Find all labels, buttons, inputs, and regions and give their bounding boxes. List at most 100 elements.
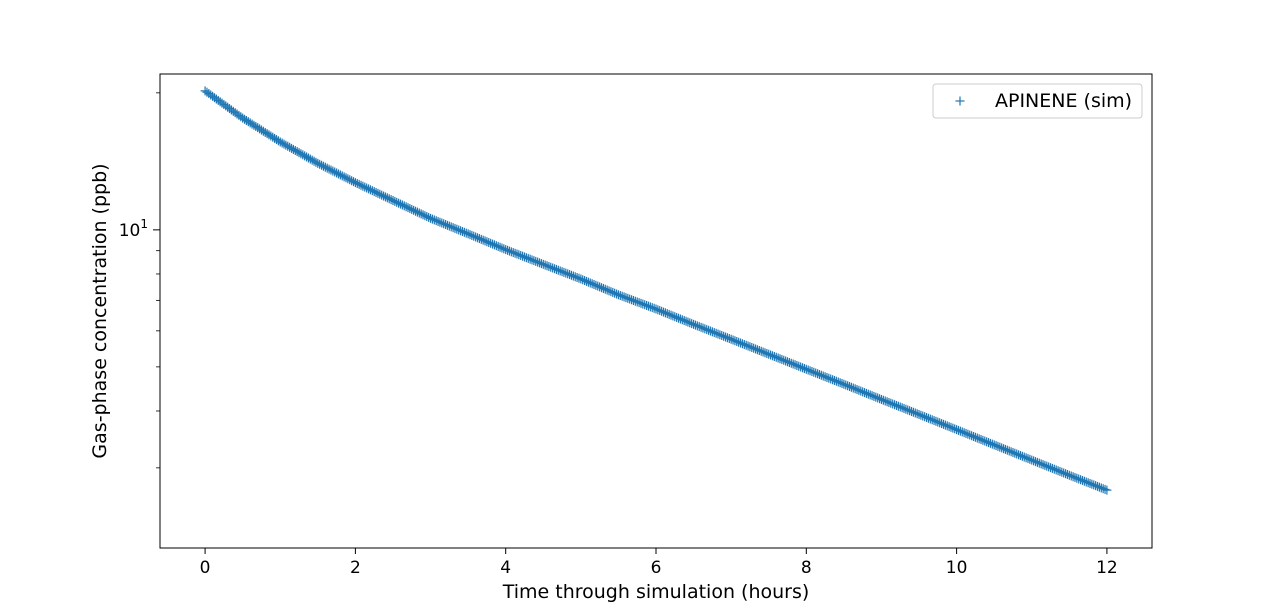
data-point [544, 262, 554, 272]
data-point [1040, 460, 1050, 470]
data-point [373, 188, 383, 198]
data-point [574, 273, 584, 283]
data-point [715, 330, 725, 340]
data-point [850, 384, 860, 394]
data-point [315, 159, 325, 169]
data-point [1064, 470, 1074, 480]
data-point [1102, 485, 1112, 495]
data-point [1002, 445, 1012, 455]
data-point [409, 205, 419, 215]
data-point [360, 182, 370, 192]
data-point [350, 178, 360, 188]
data-point [895, 402, 905, 412]
data-point [335, 170, 345, 180]
data-point [397, 200, 407, 210]
data-point [1076, 475, 1086, 485]
data-point [630, 296, 640, 306]
data-point [952, 425, 962, 435]
data-point [657, 306, 667, 316]
data-point [704, 325, 714, 335]
data-point [320, 162, 330, 172]
data-point [828, 375, 838, 385]
data-point [700, 324, 710, 334]
data-point [809, 367, 819, 377]
data-point [266, 131, 276, 141]
data-point [273, 136, 283, 146]
data-point [510, 248, 520, 258]
data-point [677, 315, 687, 325]
data-point [1053, 466, 1063, 476]
data-point [486, 238, 496, 248]
data-point [362, 183, 372, 193]
data-point [379, 191, 389, 201]
data-point [388, 196, 398, 206]
data-point [736, 338, 746, 348]
data-point [326, 165, 336, 175]
data-point [794, 361, 804, 371]
data-point [309, 156, 319, 166]
data-point [318, 161, 328, 171]
data-point [604, 286, 614, 296]
data-point [1087, 479, 1097, 489]
data-point [987, 439, 997, 449]
data-point [1081, 477, 1091, 487]
data-point [978, 435, 988, 445]
data-point [773, 353, 783, 363]
data-point [392, 197, 402, 207]
data-point [414, 208, 424, 218]
data-point [967, 431, 977, 441]
data-point [925, 414, 935, 424]
x-tick-label: 0 [200, 558, 211, 578]
data-point [845, 382, 855, 392]
data-point [1044, 462, 1054, 472]
data-points [200, 86, 1112, 495]
data-point [1066, 471, 1076, 481]
data-point [764, 349, 774, 359]
data-point [944, 422, 954, 432]
data-point [959, 428, 969, 438]
data-point [754, 345, 764, 355]
data-point [937, 419, 947, 429]
data-point [628, 295, 638, 305]
data-point [886, 398, 896, 408]
data-point [516, 250, 526, 260]
data-point [760, 348, 770, 358]
data-point [822, 372, 832, 382]
data-point [882, 397, 892, 407]
data-point [375, 189, 385, 199]
data-point [540, 260, 550, 270]
data-point [843, 381, 853, 391]
data-point [798, 363, 808, 373]
data-point [1089, 480, 1099, 490]
data-point [993, 441, 1003, 451]
data-point [910, 408, 920, 418]
data-point [377, 190, 387, 200]
data-point [1096, 483, 1106, 493]
data-point [311, 157, 321, 167]
data-point [916, 410, 926, 420]
data-point [743, 341, 753, 351]
data-point [922, 413, 932, 423]
data-point [829, 375, 839, 385]
data-point [427, 214, 437, 224]
data-point [1017, 451, 1027, 461]
data-point [651, 304, 661, 314]
data-point [982, 437, 992, 447]
data-point [908, 407, 918, 417]
data-point [394, 198, 404, 208]
data-point [920, 412, 930, 422]
data-point [999, 444, 1009, 454]
data-point [912, 409, 922, 419]
data-point [649, 303, 659, 313]
data-point [358, 181, 368, 191]
data-point [931, 416, 941, 426]
data-point [1070, 472, 1080, 482]
data-point [863, 389, 873, 399]
data-point [664, 309, 674, 319]
data-point [495, 242, 505, 252]
data-point [371, 187, 381, 197]
data-point [961, 428, 971, 438]
data-point [893, 401, 903, 411]
data-point [722, 333, 732, 343]
data-point [1014, 450, 1024, 460]
